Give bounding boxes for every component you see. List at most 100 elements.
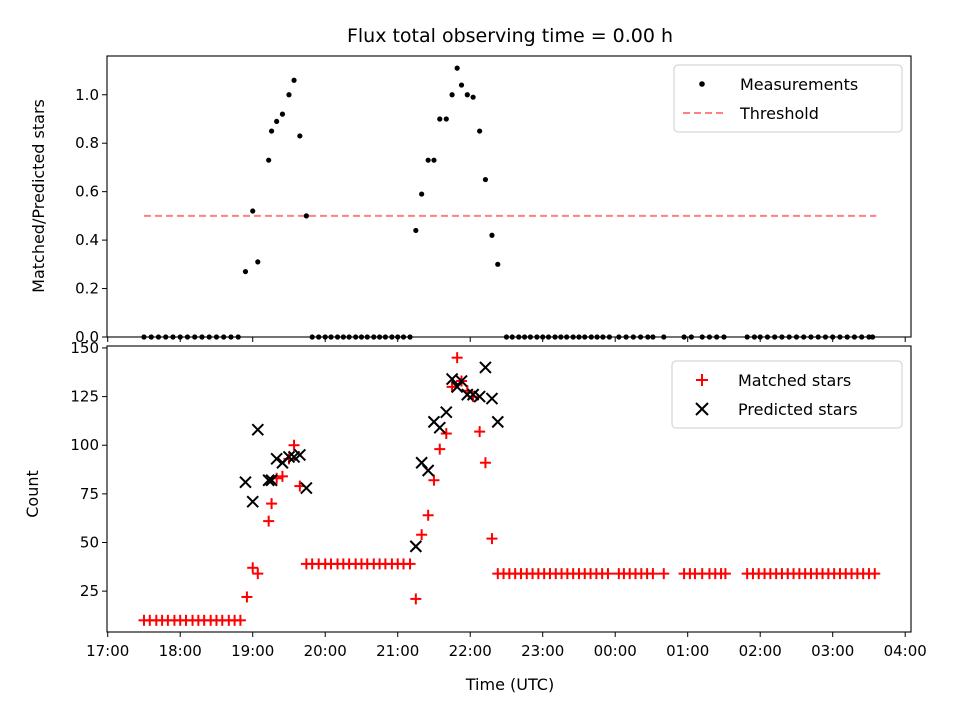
bottom-y-tick-label: 150 [70, 339, 99, 357]
measurement-point [269, 128, 274, 133]
x-axis-label: Time (UTC) [465, 675, 554, 694]
measurement-point [156, 334, 161, 339]
measurement-point [304, 213, 309, 218]
bottom-x-tick-label: 23:00 [521, 642, 564, 660]
measurement-point [870, 334, 875, 339]
measurement-point [178, 334, 183, 339]
measurement-point [419, 191, 424, 196]
measurement-point [483, 177, 488, 182]
measurement-point [207, 334, 212, 339]
measurement-point [845, 334, 850, 339]
measurement-point [758, 334, 763, 339]
top-panel: 0.00.20.40.60.81.0 Matched/Predicted sta… [29, 56, 911, 346]
measurement-point [582, 334, 587, 339]
bottom-y-tick-label: 100 [70, 436, 99, 454]
measurement-point [365, 334, 370, 339]
measurement-point [721, 334, 726, 339]
measurement-point [426, 158, 431, 163]
measurement-point [540, 334, 545, 339]
measurement-point [221, 334, 226, 339]
bottom-x-tick-label: 22:00 [449, 642, 492, 660]
bottom-y-ticks: 255075100125150 [70, 339, 107, 600]
bottom-y-tick-label: 125 [70, 388, 99, 406]
measurement-point [389, 334, 394, 339]
measurement-point [852, 334, 857, 339]
measurement-point [546, 334, 551, 339]
measurement-point [787, 334, 792, 339]
measurement-point [328, 334, 333, 339]
measurement-point [576, 334, 581, 339]
measurement-point [359, 334, 364, 339]
measurement-point [689, 334, 694, 339]
measurement-point [830, 334, 835, 339]
legend-measurements-marker [699, 81, 705, 87]
bottom-x-ticks: 17:00 18:00 19:00 20:00 21:00 22:00 23:00 00:00… [86, 632, 927, 660]
measurement-point [528, 334, 533, 339]
measurement-point [589, 334, 594, 339]
measurement-point [571, 334, 576, 339]
measurement-point [489, 233, 494, 238]
measurement-point [141, 334, 146, 339]
top-y-tick-label: 0.4 [75, 231, 99, 249]
bottom-x-tick-label: 02:00 [739, 642, 782, 660]
measurement-point [310, 334, 315, 339]
measurement-point [149, 334, 154, 339]
measurement-point [228, 334, 233, 339]
measurement-point [707, 334, 712, 339]
legend-measurements-label: Measurements [740, 75, 858, 94]
measurement-point [377, 334, 382, 339]
measurement-point [516, 334, 521, 339]
chart-figure: Flux total observing time = 0.00 h 0.00.… [0, 0, 960, 720]
measurement-point [808, 334, 813, 339]
bottom-x-tick-label: 20:00 [304, 642, 347, 660]
measurement-point [236, 334, 241, 339]
measurement-point [558, 334, 563, 339]
measurement-point [297, 133, 302, 138]
bottom-panel: 255075100125150 17:00 18:00 19:00 20:00 21:0… [23, 339, 927, 694]
bottom-x-tick-label: 21:00 [376, 642, 419, 660]
measurement-point [185, 334, 190, 339]
measurement-point [449, 92, 454, 97]
measurement-point [335, 334, 340, 339]
bottom-x-tick-label: 00:00 [594, 642, 637, 660]
measurement-point [243, 269, 248, 274]
bottom-y-tick-label: 75 [80, 485, 99, 503]
measurement-point [371, 334, 376, 339]
measurement-point [564, 334, 569, 339]
measurement-point [607, 334, 612, 339]
measurement-point [600, 334, 605, 339]
measurement-point [801, 334, 806, 339]
bottom-x-tick-label: 18:00 [159, 642, 202, 660]
measurement-point [816, 334, 821, 339]
measurement-point [291, 78, 296, 83]
bottom-y-tick-label: 50 [80, 534, 99, 552]
top-y-tick-label: 0.2 [75, 280, 99, 298]
measurement-point [504, 334, 509, 339]
measurement-point [510, 334, 515, 339]
measurement-point [623, 334, 628, 339]
measurement-point [199, 334, 204, 339]
bottom-x-tick-label: 04:00 [884, 642, 927, 660]
bottom-x-tick-label: 19:00 [231, 642, 274, 660]
top-y-ticks: 0.0 0.2 0.4 0.6 0.8 1.0 [75, 86, 107, 346]
measurement-point [594, 334, 599, 339]
measurement-point [661, 334, 666, 339]
measurement-point [437, 116, 442, 121]
legend-threshold-label: Threshold [739, 104, 819, 123]
bottom-y-axis-label: Count [23, 470, 42, 518]
bottom-x-tick-label: 01:00 [666, 642, 709, 660]
bottom-x-tick-label: 17:00 [86, 642, 129, 660]
measurement-point [455, 66, 460, 71]
chart-title: Flux total observing time = 0.00 h [347, 25, 673, 47]
measurement-point [274, 119, 279, 124]
measurement-point [638, 334, 643, 339]
measurement-point [700, 334, 705, 339]
bottom-x-tick-label: 03:00 [811, 642, 854, 660]
measurement-point [714, 334, 719, 339]
top-y-tick-label: 1.0 [75, 86, 99, 104]
measurement-point [407, 334, 412, 339]
legend-matched-label: Matched stars [738, 371, 851, 390]
measurement-point [534, 334, 539, 339]
top-legend: Measurements Threshold [674, 65, 902, 132]
measurement-point [266, 158, 271, 163]
